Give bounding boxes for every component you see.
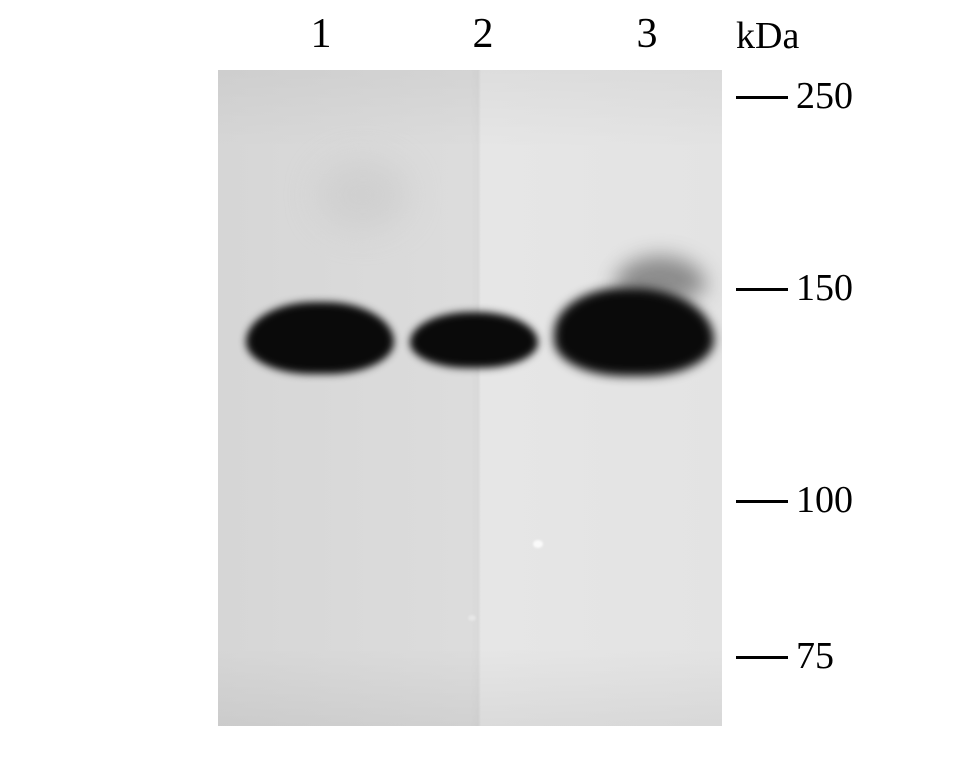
unit-label: kDa xyxy=(736,14,799,58)
gel-image xyxy=(218,70,722,726)
marker-tick-100 xyxy=(736,500,788,503)
lane-label-2: 2 xyxy=(468,10,498,58)
marker-tick-150 xyxy=(736,288,788,291)
marker-label-150: 150 xyxy=(796,266,853,310)
band-lane-2 xyxy=(410,312,538,368)
lane-label-1: 1 xyxy=(306,10,336,58)
marker-label-75: 75 xyxy=(796,634,834,678)
marker-tick-75 xyxy=(736,656,788,659)
lane-label-3: 3 xyxy=(632,10,662,58)
gel-vignette xyxy=(218,70,722,726)
gel-artifact-smudge xyxy=(318,160,408,230)
figure-container: 1 2 3 kDa 250 150 100 75 xyxy=(0,0,965,764)
marker-label-100: 100 xyxy=(796,478,853,522)
marker-tick-250 xyxy=(736,96,788,99)
band-lane-1 xyxy=(246,302,394,374)
marker-label-250: 250 xyxy=(796,74,853,118)
gel-artifact-speck-2 xyxy=(468,615,476,621)
gel-artifact-speck-1 xyxy=(533,540,543,548)
